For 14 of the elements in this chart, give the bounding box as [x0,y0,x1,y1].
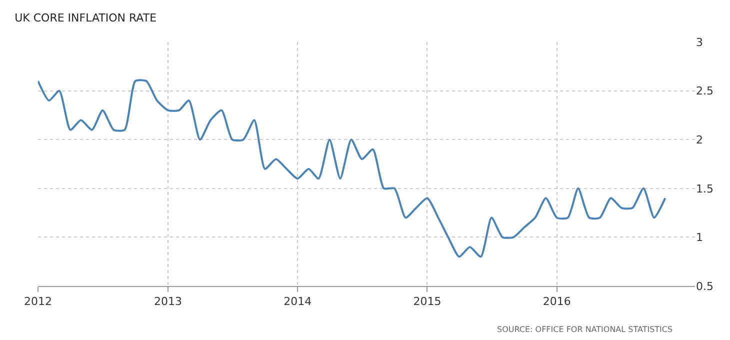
y-tick-label: 2 [696,133,703,146]
x-tick-label: 2013 [154,295,182,308]
y-tick-label: 2.5 [696,84,714,98]
x-tick-label: 2014 [284,295,312,308]
x-tick-label: 2015 [413,295,442,308]
x-tick-label: 2016 [542,295,571,308]
source-note: SOURCE: OFFICE FOR NATIONAL STATISTICS [497,325,673,334]
y-tick-label: 1 [696,231,703,244]
y-tick-label: 1.5 [696,182,714,196]
x-tick-label: 2012 [24,295,52,308]
y-tick-label: 0.5 [696,280,714,293]
line-series [38,79,666,258]
y-tick-label: 3 [696,36,703,49]
chart-title: UK CORE INFLATION RATE [14,11,157,24]
